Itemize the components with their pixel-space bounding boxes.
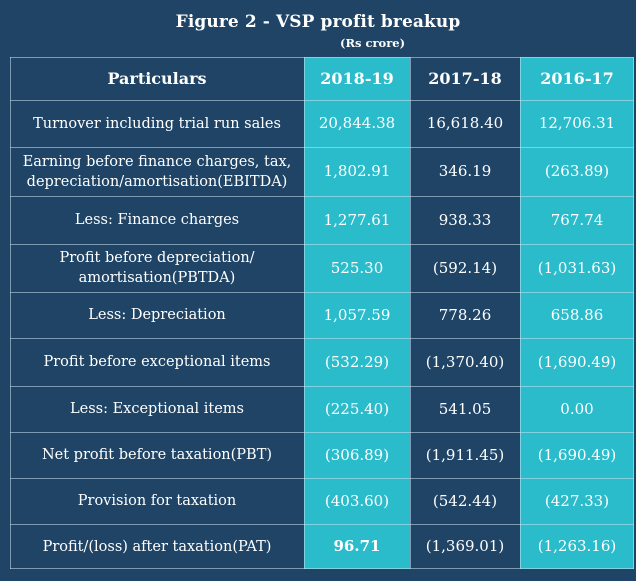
- row-label: Profit/(loss) after taxation(PAT): [42, 538, 272, 555]
- column-header-3: 2016-17: [540, 69, 614, 88]
- table-cell: (427.33): [544, 491, 610, 510]
- table-cell: 658.86: [550, 305, 604, 324]
- profit-table: Particulars 2018-19 2017-18 2016-17 Turnover…: [10, 57, 634, 569]
- row-label: Provision for taxation: [77, 493, 237, 509]
- row-label: Earning before finance charges, tax, dep…: [22, 153, 292, 190]
- row-label: Profit before exceptional items: [43, 354, 271, 370]
- column-divider: [304, 57, 305, 569]
- table-cell: 1,057.59: [323, 305, 391, 324]
- row-divider: [10, 338, 634, 339]
- row-divider: [10, 244, 634, 245]
- table-cell: 96.71: [333, 537, 381, 555]
- chart-title: Figure 2 - VSP profit breakup: [175, 12, 461, 32]
- row-divider: [10, 478, 634, 479]
- row-label: Less: Exceptional items: [70, 401, 244, 417]
- table-cell: (225.40): [324, 399, 390, 418]
- table-cell: (1,369.01): [425, 537, 505, 555]
- table-cell: (1,031.63): [537, 258, 617, 277]
- column-header-1: 2018-19: [320, 69, 394, 88]
- table-cell: 1,802.91: [323, 162, 391, 180]
- table-cell: 767.74: [550, 210, 604, 229]
- table-cell: 12,706.31: [538, 114, 616, 132]
- row-label: Turnover including trial run sales: [33, 115, 281, 132]
- table-cell: (1,263.16): [537, 537, 617, 555]
- table-cell: 541.05: [438, 399, 492, 418]
- table-cell: 0.00: [560, 399, 594, 418]
- row-divider: [10, 57, 634, 58]
- table-cell: (1,370.40): [425, 352, 505, 371]
- table-cell: (263.89): [544, 162, 610, 180]
- table-cell: (1,690.49): [537, 445, 617, 464]
- row-divider: [10, 568, 634, 569]
- table-cell: 20,844.38: [318, 114, 396, 132]
- table-cell: (592.14): [432, 258, 498, 277]
- column-background-1: [304, 57, 410, 569]
- column-header-0: Particulars: [107, 69, 207, 88]
- row-label: Net profit before taxation(PBT): [41, 447, 273, 463]
- row-divider: [10, 386, 634, 387]
- table-cell: 346.19: [438, 162, 492, 180]
- row-divider: [10, 100, 634, 101]
- column-divider: [520, 57, 521, 569]
- table-cell: (403.60): [324, 491, 390, 510]
- table-cell: 938.33: [438, 210, 492, 229]
- column-divider: [410, 57, 411, 569]
- row-label: Less: Depreciation: [88, 307, 226, 323]
- table-cell: 16,618.40: [426, 114, 504, 132]
- table-cell: 778.26: [438, 305, 492, 324]
- column-background-2: [410, 57, 520, 569]
- table-cell: (532.29): [324, 352, 390, 371]
- table-cell: 525.30: [330, 258, 384, 277]
- row-divider: [10, 196, 634, 197]
- column-divider: [10, 57, 11, 569]
- column-background-0: [10, 57, 304, 569]
- table-cell: (1,911.45): [425, 445, 505, 464]
- chart-subtitle: (Rs crore): [340, 36, 406, 50]
- column-header-2: 2017-18: [428, 69, 502, 88]
- table-cell: (1,690.49): [537, 352, 617, 371]
- row-label: Less: Finance charges: [74, 212, 240, 228]
- table-cell: (306.89): [324, 445, 390, 464]
- row-divider: [10, 147, 634, 148]
- row-divider: [10, 432, 634, 433]
- row-divider: [10, 524, 634, 525]
- column-divider: [633, 57, 634, 569]
- row-divider: [10, 292, 634, 293]
- column-background-3: [520, 57, 634, 569]
- table-cell: 1,277.61: [323, 210, 391, 229]
- table-cell: (542.44): [432, 491, 498, 510]
- row-label: Profit before depreciation/ amortisation…: [59, 250, 255, 286]
